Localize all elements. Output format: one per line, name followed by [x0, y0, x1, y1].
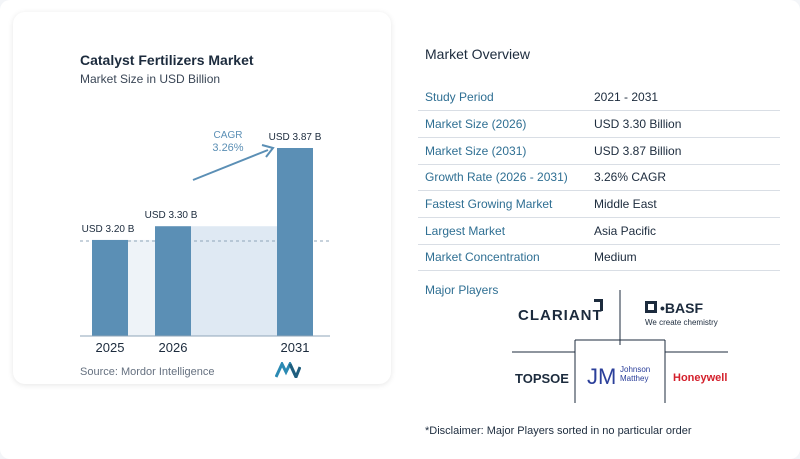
- cagr-label: CAGR: [214, 130, 243, 141]
- market-overview-table: Study Period 2021 - 2031 Market Size (2026…: [418, 84, 780, 272]
- major-players-title: Major Players: [425, 283, 499, 297]
- overview-row: Largest Market Asia Pacific: [418, 217, 780, 245]
- overview-value: USD 3.30 Billion: [586, 110, 780, 138]
- bar-2025: [92, 239, 128, 336]
- basf-square-icon: [645, 301, 657, 313]
- overview-row: Fastest Growing Market Middle East: [418, 190, 780, 218]
- overview-row: Market Size (2031) USD 3.87 Billion: [418, 137, 780, 165]
- mordor-logo-icon: [275, 362, 301, 378]
- basf-logo: •BASF: [660, 300, 704, 316]
- bar-2031: [277, 148, 313, 336]
- value-label-2031: USD 3.87 B: [269, 132, 322, 143]
- overview-label: Market Concentration: [418, 244, 586, 272]
- overview-value: 2021 - 2031: [586, 84, 780, 112]
- bar-chart: USD 3.20 B 2025 USD 3.30 B 2026 USD 3.87 B 20…: [80, 130, 330, 355]
- overview-label: Fastest Growing Market: [418, 190, 586, 218]
- chart-subtitle: Market Size in USD Billion: [80, 72, 221, 86]
- basf-tagline: We create chemistry: [645, 318, 718, 327]
- disclaimer-text: *Disclaimer: Major Players sorted in no …: [425, 425, 692, 437]
- overview-label: Study Period: [418, 84, 586, 112]
- trend-band-left: [128, 239, 155, 336]
- overview-label: Largest Market: [418, 217, 586, 245]
- basf-name: BASF: [664, 300, 704, 316]
- overview-value: Middle East: [586, 190, 780, 218]
- overview-row: Market Size (2026) USD 3.30 Billion: [418, 110, 780, 138]
- category-label-2025: 2025: [96, 340, 125, 355]
- source-text: Source: Mordor Intelligence: [80, 366, 215, 378]
- overview-row: Study Period 2021 - 2031: [418, 84, 780, 112]
- overview-value: USD 3.87 Billion: [586, 137, 780, 165]
- category-label-2031: 2031: [281, 340, 310, 355]
- clariant-mark-icon: [594, 299, 603, 311]
- jm-name-line2: Matthey: [620, 374, 649, 383]
- chart-title: Catalyst Fertilizers Market: [80, 52, 254, 68]
- overview-label: Growth Rate (2026 - 2031): [418, 164, 586, 192]
- cagr-arrow-head: [261, 144, 275, 158]
- overview-row: Market Concentration Medium: [418, 244, 780, 272]
- topsoe-logo: TOPSOE: [515, 371, 569, 386]
- market-overview-title: Market Overview: [425, 46, 531, 62]
- category-label-2026: 2026: [159, 340, 188, 355]
- cagr-value: 3.26%: [212, 142, 243, 154]
- overview-value: Asia Pacific: [586, 217, 780, 245]
- jm-name-line1: Johnson: [620, 365, 651, 374]
- honeywell-logo: Honeywell: [673, 372, 728, 384]
- overview-value: 3.26% CAGR: [586, 164, 780, 192]
- bar-2026: [155, 226, 191, 336]
- overview-label: Market Size (2026): [418, 110, 586, 138]
- johnson-matthey-name: Johnson Matthey: [620, 365, 650, 383]
- cagr-arrow-line: [192, 149, 269, 181]
- overview-row: Growth Rate (2026 - 2031) 3.26% CAGR: [418, 164, 780, 192]
- value-label-2026: USD 3.30 B: [145, 210, 198, 221]
- clariant-logo: CLARIANT: [518, 307, 603, 324]
- overview-label: Market Size (2031): [418, 137, 586, 165]
- value-label-2025: USD 3.20 B: [82, 224, 135, 235]
- jm-logo: JM: [587, 364, 617, 389]
- overview-value: Medium: [586, 244, 780, 272]
- trend-band: [191, 226, 277, 336]
